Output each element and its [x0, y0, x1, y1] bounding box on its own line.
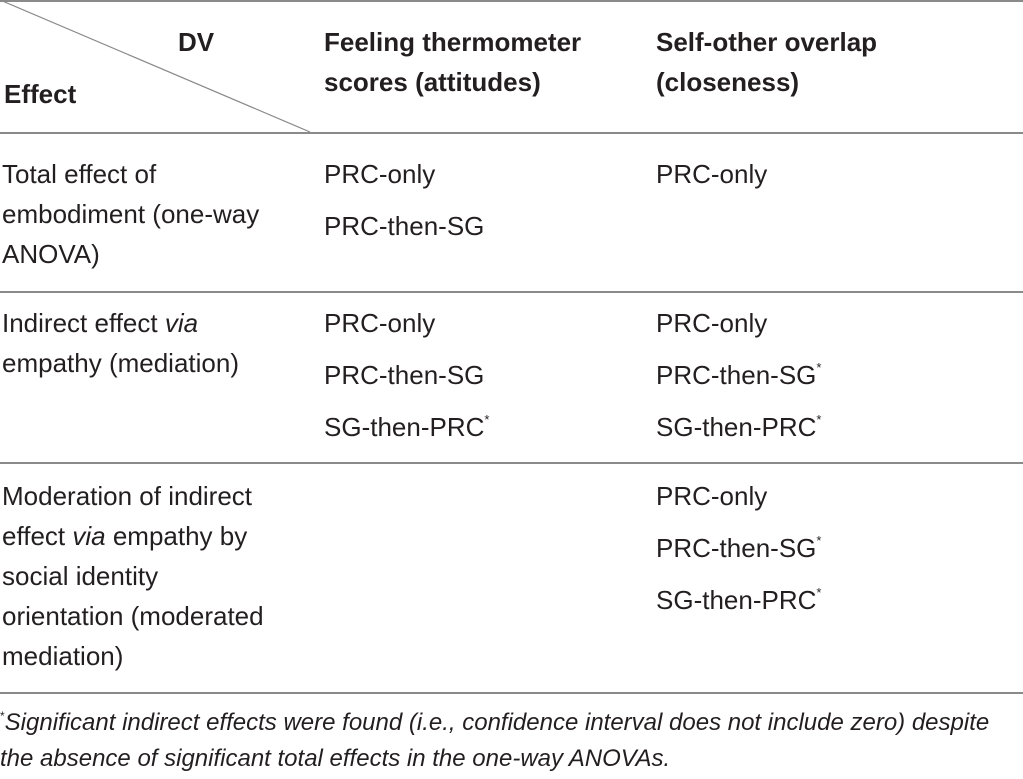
row1-bottom-rule	[0, 291, 1023, 293]
header-col1-line1: Feeling thermometer	[324, 27, 582, 57]
row1-col1: PRC-only PRC-then-SG	[324, 154, 484, 258]
row2-effect-italic: via	[164, 308, 199, 338]
row2-col2-item: PRC-only	[656, 308, 768, 338]
header-col2: Self-other overlap (closeness)	[656, 22, 877, 102]
row2-effect: Indirect effect via empathy (mediation)	[2, 303, 239, 383]
row2-col1-item: SG-then-PRC*	[324, 412, 490, 442]
row1-effect: Total effect of embodiment (one-way ANOV…	[2, 154, 259, 274]
row1-effect-line: Total effect of	[2, 159, 157, 189]
header-col1-line2: scores (attitudes)	[324, 67, 541, 97]
footnote-mark: *	[0, 709, 5, 723]
row1-col1-item: PRC-only	[324, 159, 436, 189]
row2-col2-item: PRC-then-SG*	[656, 360, 822, 390]
row3-effect-line: effect via empathy by	[2, 521, 248, 551]
row3-col2-item: SG-then-PRC*	[656, 585, 822, 615]
header-col2-line1: Self-other overlap	[656, 27, 878, 57]
row3-col2-item: PRC-only	[656, 481, 768, 511]
row3-effect-line: Moderation of indirect	[2, 481, 253, 511]
row1-effect-line: ANOVA)	[2, 239, 100, 269]
header-effect-label: Effect	[4, 79, 77, 109]
table-top-rule	[0, 0, 1023, 2]
row3-effect-line: mediation)	[2, 641, 124, 671]
row2-col1-item: PRC-then-SG	[324, 360, 485, 390]
row2-col1-item: PRC-only	[324, 308, 436, 338]
row3-effect-line: orientation (moderated	[2, 601, 264, 631]
row1-col2: PRC-only	[656, 154, 767, 206]
row2-col2: PRC-only PRC-then-SG* SG-then-PRC*	[656, 303, 821, 459]
table-footnote: *Significant indirect effects were found…	[0, 705, 1015, 777]
row3-effect-line: social identity	[2, 561, 159, 591]
row2-effect-line: empathy (mediation)	[2, 348, 239, 378]
row1-effect-line: embodiment (one-way	[2, 199, 260, 229]
row2-col2-item: SG-then-PRC*	[656, 412, 822, 442]
row1-col1-item: PRC-then-SG	[324, 211, 485, 241]
header-col1: Feeling thermometer scores (attitudes)	[324, 22, 581, 102]
row2-bottom-rule	[0, 462, 1023, 464]
row3-effect-italic: via	[72, 521, 106, 551]
row3-col2-item: PRC-then-SG*	[656, 533, 822, 563]
header-col2-line2: (closeness)	[656, 67, 800, 97]
header-diagonal-line	[0, 0, 311, 133]
header-bottom-rule	[0, 132, 1023, 134]
row3-effect: Moderation of indirect effect via empath…	[2, 476, 264, 676]
header-dv-label: DV	[178, 27, 215, 57]
table-bottom-rule	[0, 692, 1023, 694]
row2-col1: PRC-only PRC-then-SG SG-then-PRC*	[324, 303, 489, 459]
footnote-text: Significant indirect effects were found …	[0, 709, 990, 772]
row3-col2: PRC-only PRC-then-SG* SG-then-PRC*	[656, 476, 821, 632]
row2-effect-line: Indirect effect via	[2, 308, 199, 338]
row1-col2-item: PRC-only	[656, 159, 768, 189]
